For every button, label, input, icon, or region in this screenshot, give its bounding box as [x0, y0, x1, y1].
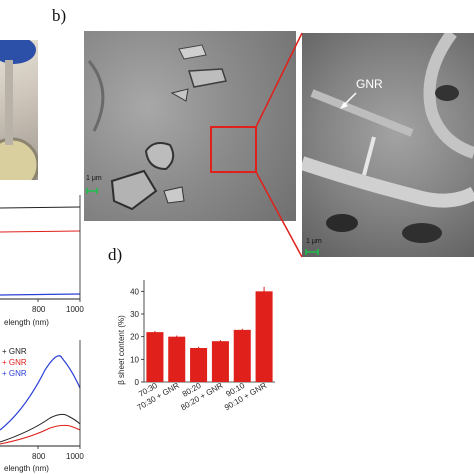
panel-label-b: b) [52, 6, 67, 25]
sem-image-overview: 1 μm [84, 31, 296, 221]
sem-ridge [87, 60, 105, 132]
vial-neck [5, 60, 13, 145]
bar-4 [233, 329, 251, 382]
y-tick-label: 0 [135, 378, 140, 387]
y-tick-label: 40 [130, 287, 139, 296]
gnr-annotation: GNR [356, 77, 383, 91]
spectra-bottom-plot: + GNR + GNR + GNR 800 1000 elength (nm) [0, 340, 84, 473]
gnr-rod [362, 136, 376, 176]
sem-particle [187, 68, 227, 88]
vial-disc [0, 137, 38, 180]
xtick-800: 800 [32, 452, 46, 461]
y-tick-label: 20 [130, 333, 139, 342]
sem-particle [178, 44, 207, 60]
sem-fiber [302, 156, 474, 208]
x-axis-label: elength (nm) [4, 464, 49, 473]
spectrum-line-red [0, 424, 81, 445]
zoom-region-box [210, 126, 257, 173]
sem-fiber [310, 89, 414, 137]
y-axis: 0 10 20 30 40 [130, 280, 275, 387]
sem-particle [163, 186, 185, 204]
bar-0 [146, 332, 164, 382]
scale-bar-label-left: 1 μm [86, 175, 102, 182]
legend-entry-black: + GNR [2, 347, 27, 356]
y-tick-label: 30 [130, 310, 139, 319]
bar-3 [211, 341, 229, 382]
legend-entry-blue: + GNR [2, 369, 27, 378]
spectrum-line-red [0, 230, 81, 233]
beta-sheet-bar-chart: β sheet content (%) 0 10 20 30 40 70:3070:30… [117, 280, 275, 410]
sem-fiber [423, 33, 474, 159]
bars [146, 286, 273, 382]
y-axis-label: β sheet content (%) [117, 315, 126, 385]
spectrum-line-blue [0, 293, 81, 296]
x-axis-label: elength (nm) [4, 318, 49, 327]
spectra-top-plot: 800 1000 elength (nm) [0, 195, 84, 327]
vial-photo [0, 40, 38, 180]
spectrum-line-blue [0, 355, 81, 431]
sem-pore [402, 223, 442, 243]
legend-entry-red: + GNR [2, 358, 27, 367]
glove-shape [0, 40, 36, 64]
sem-pore [326, 214, 358, 232]
sem-particle [110, 169, 158, 211]
bar-5 [255, 291, 273, 382]
sem-particle [170, 88, 189, 102]
panel-label-d: d) [108, 245, 123, 264]
sem-particle [144, 142, 175, 171]
scale-bar-label-right: 1 μm [306, 238, 322, 245]
spectrum-line-black [0, 413, 81, 443]
spectrum-line-black [0, 206, 81, 209]
sem-pore [435, 85, 459, 101]
sem-image-zoomed: GNR [302, 33, 474, 257]
y-tick-label: 10 [130, 355, 139, 364]
xtick-800: 800 [32, 305, 46, 314]
xtick-1000: 1000 [66, 305, 84, 314]
xtick-1000: 1000 [66, 452, 84, 461]
bar-1 [168, 336, 186, 382]
bar-2 [190, 348, 208, 382]
